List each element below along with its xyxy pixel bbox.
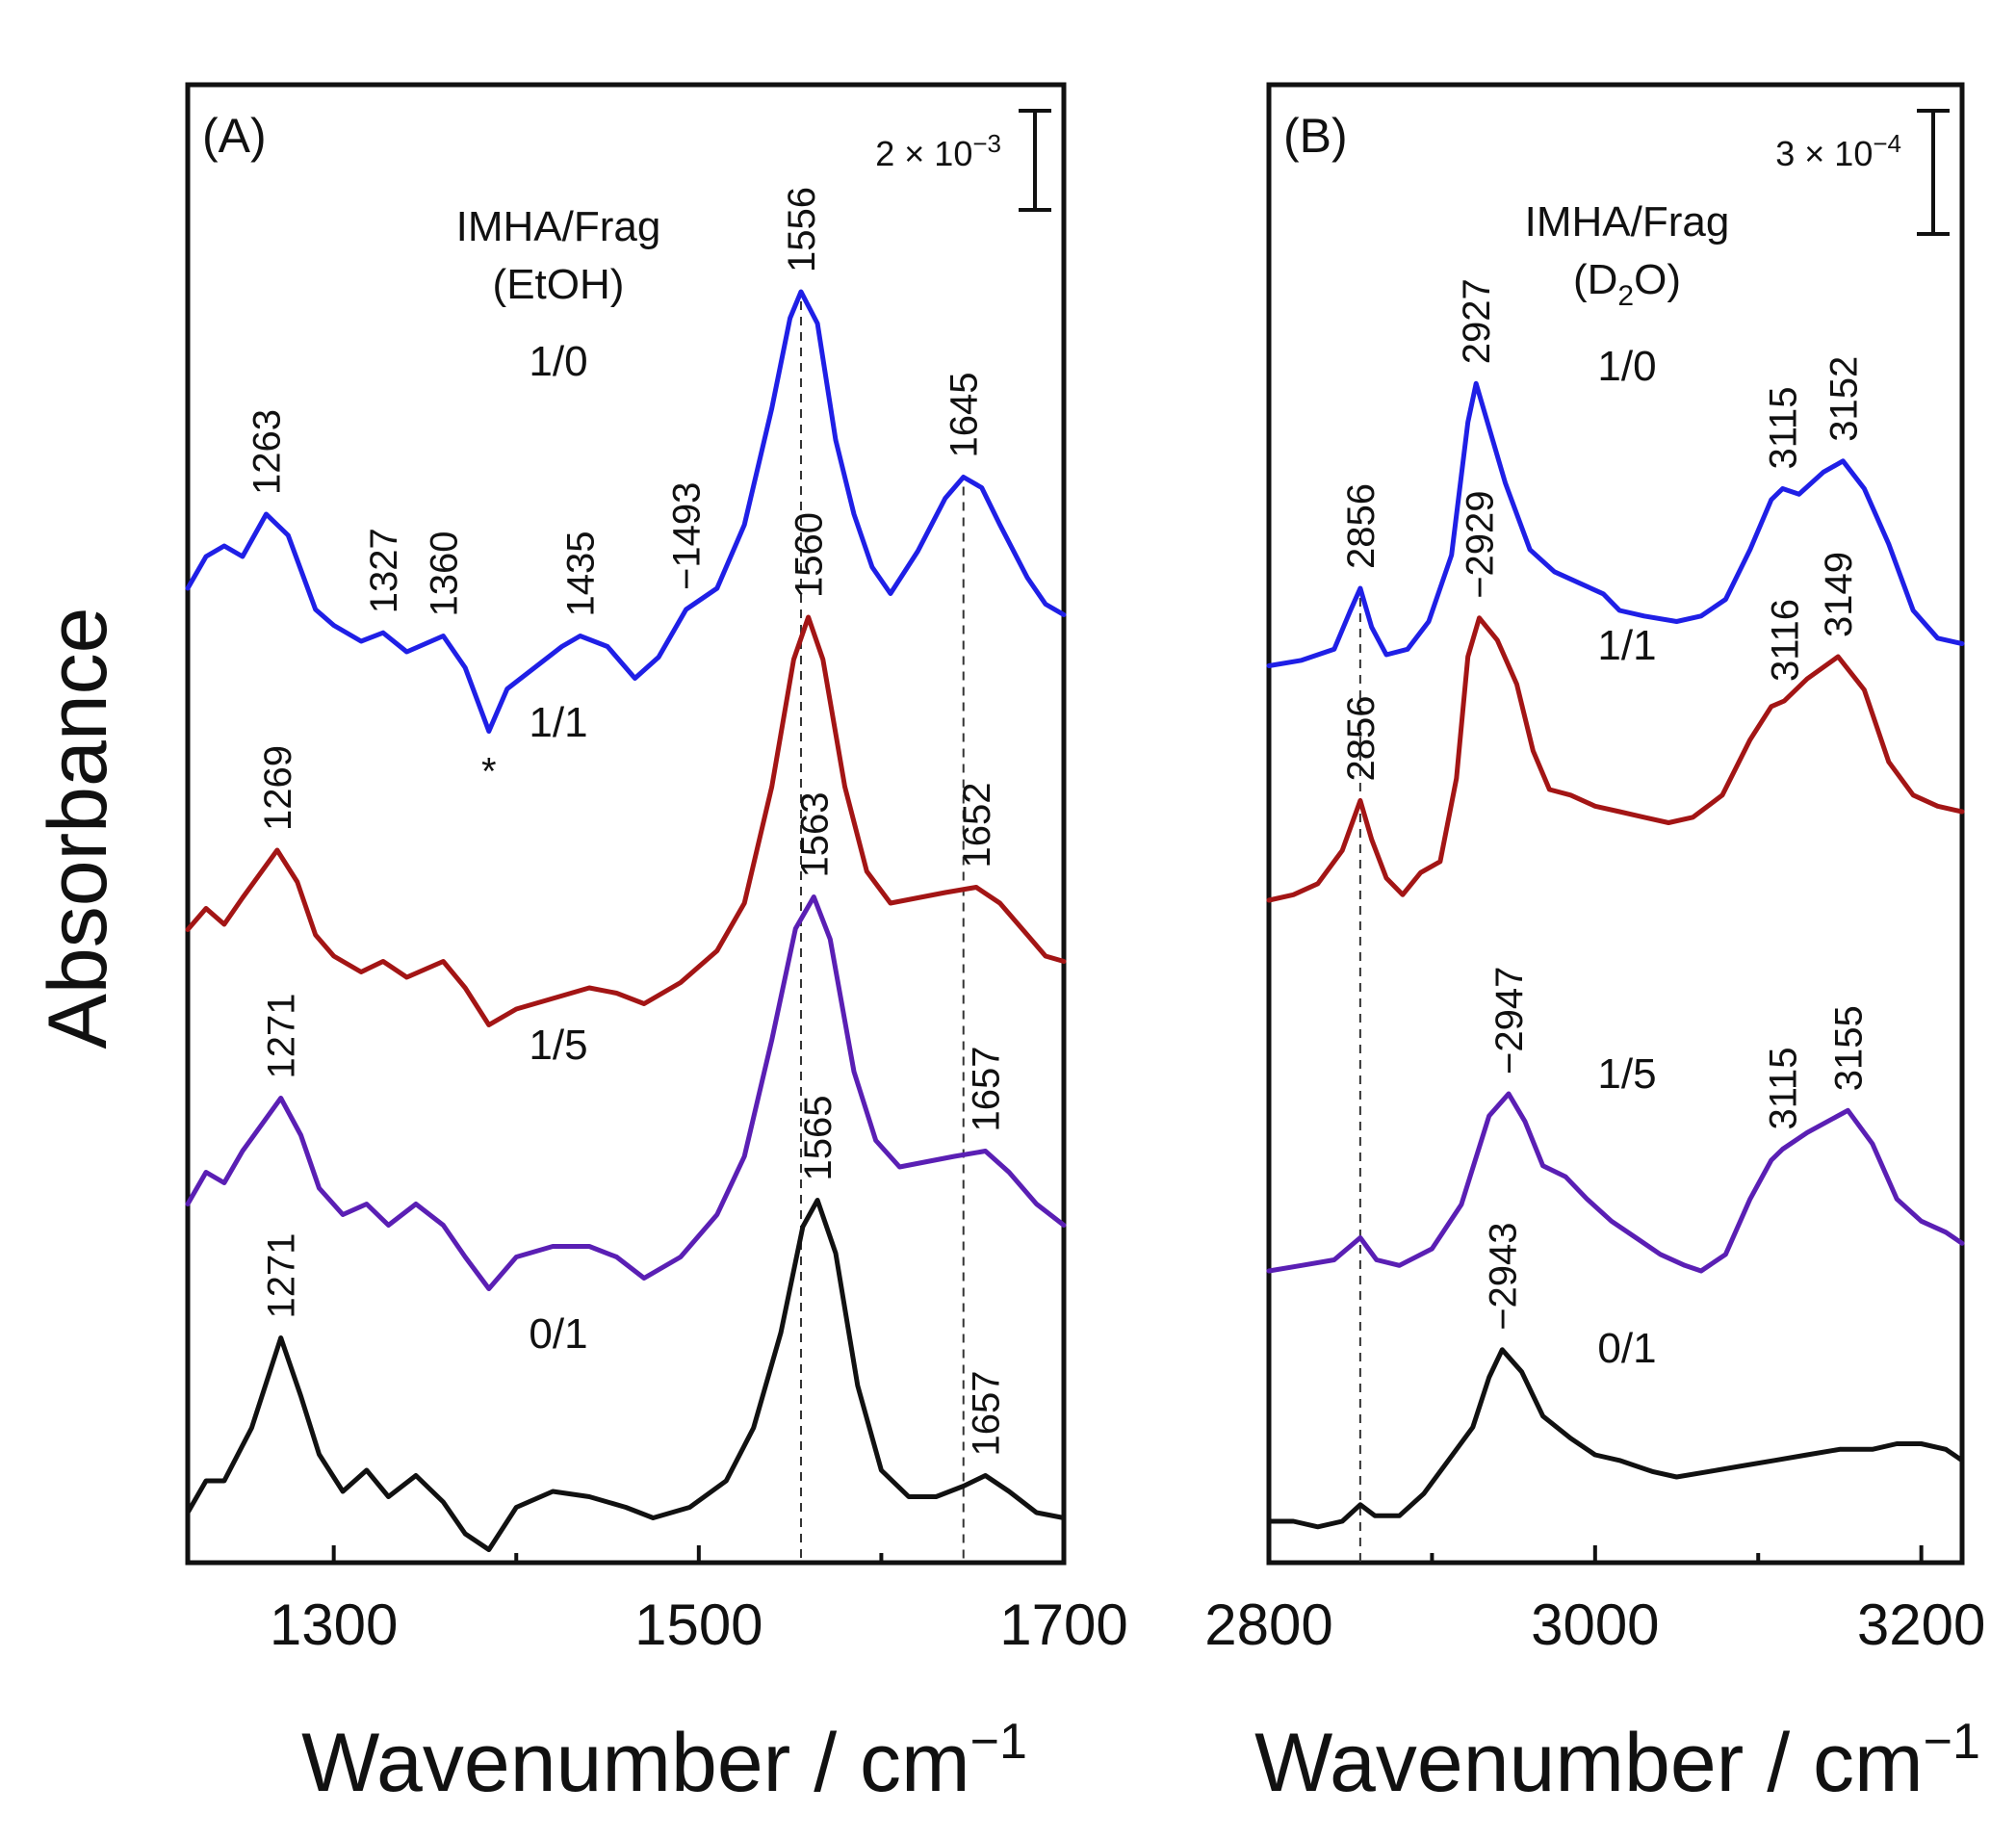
panel-0-series-0-peak-label-1: 1327: [363, 528, 405, 613]
panel-1-xtick-label-0: 2800: [1204, 1593, 1332, 1657]
scale-a-sup: −3: [972, 129, 1001, 158]
panel-1-xtick-label-1: 3000: [1531, 1593, 1659, 1657]
panel-a-scale-bar: 2 × 10−3: [875, 109, 1051, 212]
panel-1-series-1-0-line: [1266, 380, 1965, 668]
panel-a-condition-line2: (EtOH): [493, 261, 625, 308]
panel-a-x-axis-label: Wavenumber / cm−1: [301, 1714, 1027, 1809]
panel-0-asterisk: *: [481, 751, 497, 793]
xlabel-b-sup: −1: [1924, 1714, 1980, 1770]
panel-b-scale-bar: 3 × 10−4: [1775, 109, 1950, 236]
panel-a-frame: [185, 82, 1067, 1566]
panel-1-ratio-label-2: 1/5: [1597, 1050, 1656, 1098]
panel-0-xtick-label-0: 1300: [270, 1593, 398, 1657]
panel-1-series-1-peak-label-2: 3116: [1764, 599, 1806, 682]
panel-0-series-2-peak-label-0: 1271: [261, 994, 303, 1079]
panel-1-ratio-label-3: 0/1: [1597, 1325, 1656, 1372]
panel-1-series-2-peak-label-2: 3155: [1827, 1005, 1870, 1091]
cond-b-sub: 2: [1617, 280, 1634, 312]
scale-b-sup: −4: [1873, 129, 1901, 158]
panel-0-series-3-peak-label-2: 1657: [966, 1371, 1008, 1457]
panel-b-frame: [1266, 82, 1965, 1566]
panel-1-series-1-peak-label-1: −2929: [1460, 490, 1502, 598]
panel-1-series-0-peak-label-3: 3152: [1822, 356, 1865, 442]
panel-b-condition-line1: IMHA/Frag: [1525, 198, 1730, 246]
panel-0-series-1-1-line: [185, 614, 1067, 1027]
panel-1-series-1-peak-label-0: 2856: [1340, 696, 1383, 782]
panel-0-series-3-peak-label-0: 1271: [261, 1233, 303, 1319]
cond-b-pre: (D: [1573, 256, 1617, 303]
y-axis-label: Absorbance: [32, 608, 124, 1049]
panel-0-ratio-label-3: 0/1: [529, 1310, 587, 1358]
panel-0-series-0-1-line: [185, 1198, 1067, 1552]
panel-1-ratio-label-1: 1/1: [1597, 622, 1656, 669]
panel-0-series-1-peak-label-0: 1269: [257, 745, 299, 831]
panel-b-condition-line2: (D2O): [1573, 256, 1681, 312]
panel-1-series-0-peak-label-0: 2856: [1340, 483, 1383, 569]
panel-a-label: (A): [202, 109, 267, 163]
panel-1-series-0-1-line: [1266, 1347, 1965, 1530]
panel-0-series-2-peak-label-2: 1657: [966, 1047, 1008, 1132]
panel-0-series-1-0-line: [185, 289, 1067, 734]
scale-b-base: 3 × 10: [1775, 134, 1873, 173]
panel-0-series-0-peak-label-3: 1435: [560, 531, 603, 617]
panel-0-series-1-5-line: [185, 894, 1067, 1291]
panel-b-scale-label: 3 × 10−4: [1775, 129, 1901, 173]
panel-1-series-2-peak-label-1: 3115: [1763, 1047, 1805, 1129]
panel-0-ratio-label-1: 1/1: [529, 699, 587, 746]
panel-0-series-3-peak-label-1: 1565: [797, 1096, 840, 1181]
panel-1-ratio-label-0: 1/0: [1597, 343, 1656, 390]
panel-0-series-0-peak-label-2: 1360: [423, 531, 465, 617]
panel-0-xtick-label-2: 1700: [999, 1593, 1127, 1657]
xlabel-a-sup: −1: [970, 1714, 1027, 1770]
panel-1-series-1-5-line: [1266, 1091, 1965, 1274]
cond-b-post: O): [1634, 256, 1681, 303]
panel-1-series-1-peak-label-3: 3149: [1818, 552, 1860, 637]
panel-0-ratio-label-0: 1/0: [529, 338, 587, 385]
plot-layer: 1300 1500 1700 1/0 1263 1327 1360 1435 −1493 1556…: [185, 187, 1985, 1657]
panel-b-x-axis-label: Wavenumber / cm−1: [1254, 1714, 1980, 1809]
panel-0-series-1-peak-label-1: 1560: [788, 512, 831, 598]
panel-1-series-0-peak-label-2: 3115: [1763, 386, 1805, 469]
panel-0-xtick-label-1: 1500: [634, 1593, 762, 1657]
panel-b-label: (B): [1283, 109, 1348, 163]
panel-0-ratio-label-2: 1/5: [529, 1022, 587, 1069]
panel-1-series-0-peak-label-1: 2927: [1456, 278, 1498, 364]
xlabel-b-base: Wavenumber / cm: [1254, 1717, 1924, 1809]
panel-a-scale-label: 2 × 10−3: [875, 129, 1001, 173]
panel-0-series-0-peak-label-6: 1645: [943, 373, 986, 458]
panel-a-condition-line1: IMHA/Frag: [456, 203, 661, 250]
panel-0-series-0-peak-label-0: 1263: [246, 409, 289, 495]
panel-1-series-2-peak-label-0: −2947: [1488, 967, 1531, 1075]
panel-0-series-1-peak-label-2: 1652: [956, 783, 998, 868]
panel-0-series-0-peak-label-5: 1556: [781, 187, 823, 272]
panel-0-series-2-peak-label-1: 1563: [793, 792, 836, 878]
panel-1-series-1-1-line: [1266, 615, 1965, 903]
panel-1-series-3-peak-label-0: −2943: [1482, 1222, 1524, 1330]
panel-1-xtick-label-2: 3200: [1857, 1593, 1985, 1657]
xlabel-a-base: Wavenumber / cm: [301, 1717, 970, 1809]
panel-0-series-0-peak-label-4: −1493: [666, 482, 709, 590]
scale-a-base: 2 × 10: [875, 134, 972, 173]
